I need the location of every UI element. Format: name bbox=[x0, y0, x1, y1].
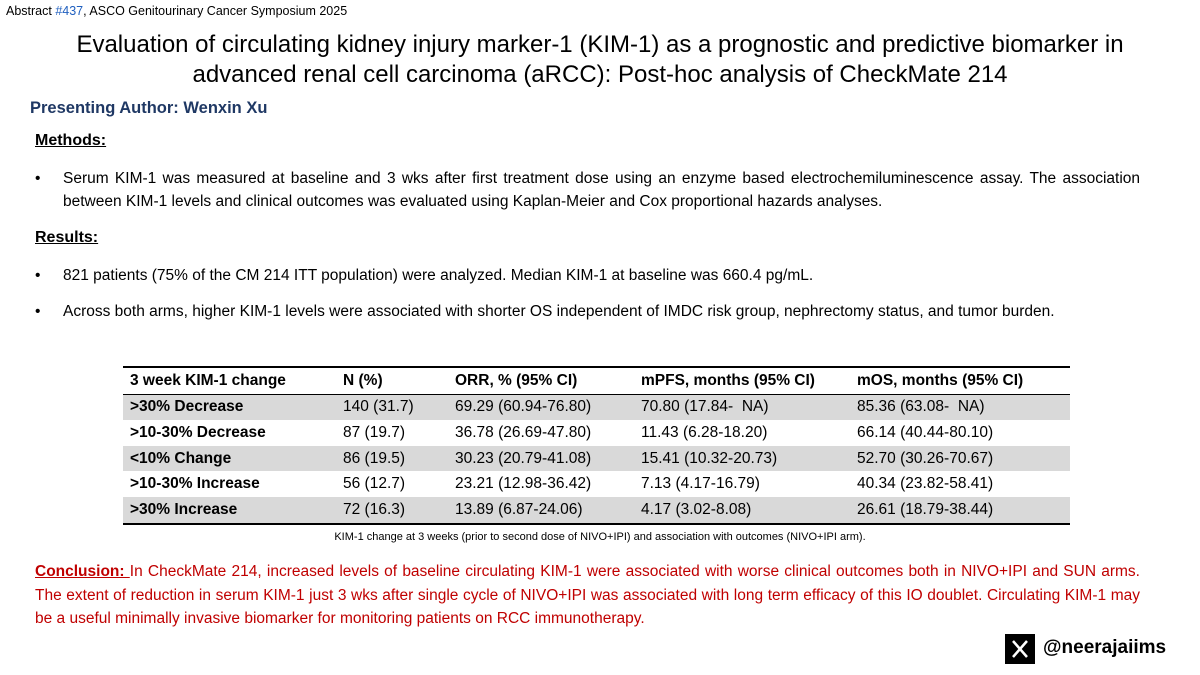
table-cell: 69.29 (60.94-76.80) bbox=[448, 394, 634, 421]
methods-heading: Methods: bbox=[35, 132, 107, 149]
table-row: >30% Decrease 140 (31.7) 69.29 (60.94-76.8… bbox=[123, 394, 1070, 421]
table-cell: 66.14 (40.44-80.10) bbox=[857, 423, 994, 441]
table-cell: 30.23 (20.79-41.08) bbox=[448, 445, 634, 472]
title-line: Evaluation of circulating kidney injury … bbox=[76, 31, 1124, 58]
social-handle: @neerajaiims bbox=[1043, 637, 1167, 658]
header-cell: mPFS, months (95% CI) bbox=[634, 365, 850, 395]
table-cell: 70.80 (17.84- NA) bbox=[634, 394, 850, 421]
table-cell: 72 (16.3) bbox=[336, 496, 448, 525]
table-cell: >10-30% Increase bbox=[130, 475, 260, 493]
abstract-number: #437 bbox=[55, 4, 84, 18]
title: Evaluation of circulating kidney injury … bbox=[0, 30, 1200, 90]
table-cell: 86 (19.5) bbox=[336, 445, 448, 472]
x-logo bbox=[1005, 634, 1035, 664]
table-cell: 13.89 (6.87-24.06) bbox=[448, 496, 634, 525]
table-row: >30% Increase 72 (16.3) 13.89 (6.87-24.06)… bbox=[123, 496, 1070, 525]
bullet: 821 patients (75% of the CM 214 ITT popu… bbox=[35, 264, 1140, 287]
table-cell: >30% Increase bbox=[123, 496, 336, 525]
table-cell: 4.17 (3.02-8.08) bbox=[634, 496, 850, 525]
author: Presenting Author: Wenxin Xu bbox=[30, 99, 268, 117]
header-cell: ORR, % (95% CI) bbox=[448, 365, 634, 395]
table-cell: 36.78 (26.69-47.80) bbox=[455, 423, 592, 441]
table-cell: 87 (19.7) bbox=[343, 423, 406, 441]
table-cell: 23.21 (12.98-36.42) bbox=[455, 475, 592, 493]
table-cell: 40.34 (23.82-58.41) bbox=[857, 475, 994, 493]
abstract-prefix: Abstract bbox=[6, 4, 56, 18]
table-cell: 85.36 (63.08- NA) bbox=[850, 394, 1070, 421]
table-cell: 11.43 (6.28-18.20) bbox=[641, 423, 768, 441]
header-cell: 3 week KIM-1 change bbox=[123, 365, 336, 395]
table-cell: 52.70 (30.26-70.67) bbox=[850, 445, 1070, 472]
table-cell: 26.61 (18.79-38.44) bbox=[850, 496, 1070, 525]
conclusion-label: Conclusion: bbox=[35, 563, 130, 580]
header-cell: N (%) bbox=[336, 365, 448, 395]
table-cell: <10% Change bbox=[123, 445, 336, 472]
table-row: >10-30% Decrease 87 (19.7) 36.78 (26.69-47… bbox=[123, 420, 1070, 446]
table-cell: 56 (12.7) bbox=[343, 475, 406, 493]
header-cell: mOS, months (95% CI) bbox=[850, 365, 1070, 395]
results-table: 3 week KIM-1 change N (%) ORR, % (95% CI) m… bbox=[123, 365, 1070, 525]
x-icon bbox=[1012, 640, 1028, 658]
title-line: advanced renal cell carcinoma (aRCC): Po… bbox=[192, 61, 1008, 88]
bullet: Serum KIM-1 was measured at baseline and… bbox=[35, 167, 1140, 213]
conclusion-text: In CheckMate 214, increased levels of ba… bbox=[35, 563, 1140, 627]
abstract-line: Abstract #437, ASCO Genitourinary Cancer… bbox=[6, 4, 347, 18]
table-cell: 7.13 (4.17-16.79) bbox=[641, 475, 760, 493]
table-caption: KIM-1 change at 3 weeks (prior to second… bbox=[334, 531, 866, 543]
conclusion: Conclusion: In CheckMate 214, increased … bbox=[35, 560, 1140, 631]
table-row: >10-30% Increase 56 (12.7) 23.21 (12.98-36… bbox=[123, 471, 1070, 497]
table-cell: 140 (31.7) bbox=[336, 394, 448, 421]
table-cell: >30% Decrease bbox=[123, 394, 336, 421]
table-cell: 15.41 (10.32-20.73) bbox=[634, 445, 850, 472]
table-row: <10% Change 86 (19.5) 30.23 (20.79-41.08) 1… bbox=[123, 445, 1070, 472]
header-row: 3 week KIM-1 change N (%) ORR, % (95% CI) m… bbox=[123, 365, 1070, 395]
abstract-suffix: , ASCO Genitourinary Cancer Symposium 20… bbox=[83, 4, 348, 18]
results-heading: Results: bbox=[35, 229, 99, 246]
table-cell: >10-30% Decrease bbox=[130, 423, 266, 441]
bullet: Across both arms, higher KIM-1 levels we… bbox=[35, 300, 1140, 323]
